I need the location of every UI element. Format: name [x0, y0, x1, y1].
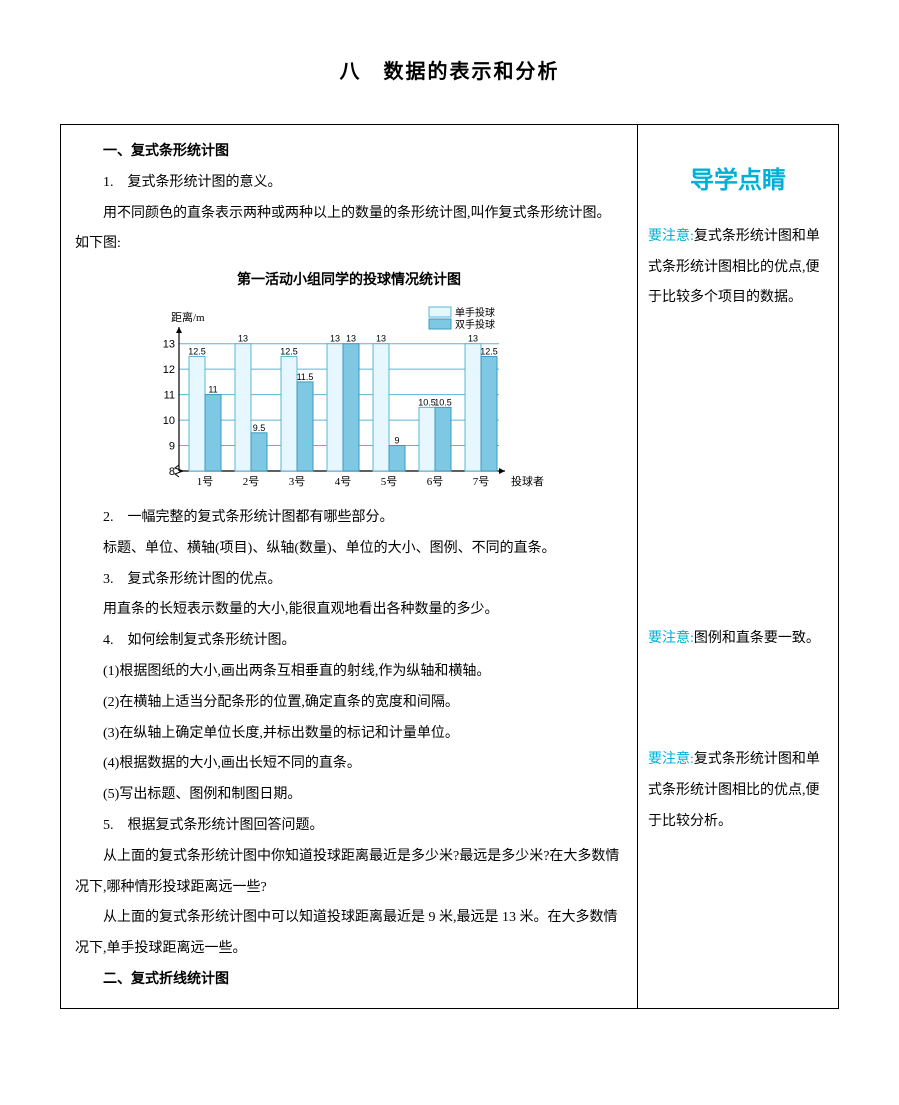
svg-text:7号: 7号 [473, 475, 490, 488]
para-1: 1. 复式条形统计图的意义。 [75, 168, 623, 199]
heading-2: 二、复式折线统计图 [75, 965, 623, 996]
para-9: (2)在横轴上适当分配条形的位置,确定直条的宽度和间隔。 [75, 688, 623, 719]
side-note-3: 要注意:复式条形统计图和单式条形统计图相比的优点,便于比较分析。 [648, 745, 828, 837]
side-note-1: 要注意:复式条形统计图和单式条形统计图相比的优点,便于比较多个项目的数据。 [648, 222, 828, 314]
svg-text:3号: 3号 [289, 475, 306, 488]
svg-text:双手投球: 双手投球 [455, 318, 495, 331]
page-title: 八 数据的表示和分析 [60, 50, 839, 94]
para-7: 4. 如何绘制复式条形统计图。 [75, 626, 623, 657]
svg-text:11: 11 [208, 385, 217, 395]
svg-text:12: 12 [163, 364, 175, 376]
svg-text:9: 9 [169, 441, 175, 453]
heading-1: 一、复式条形统计图 [75, 137, 623, 168]
svg-text:13: 13 [376, 334, 386, 344]
svg-text:5号: 5号 [381, 475, 398, 488]
svg-text:10.5: 10.5 [418, 397, 436, 407]
side-column: 导学点睛 要注意:复式条形统计图和单式条形统计图相比的优点,便于比较多个项目的数… [638, 125, 838, 1008]
svg-text:13: 13 [346, 334, 356, 344]
para-3: 2. 一幅完整的复式条形统计图都有哪些部分。 [75, 503, 623, 534]
svg-text:12.5: 12.5 [480, 346, 498, 356]
para-13: 5. 根据复式条形统计图回答问题。 [75, 811, 623, 842]
bar-chart: 8 9 10 11 12 13 距离/m 12.5 11 1号 13 9.5 2号 12.5 11.5 3号 1… [139, 303, 559, 493]
para-8: (1)根据图纸的大小,画出两条互相垂直的射线,作为纵轴和横轴。 [75, 657, 623, 688]
svg-text:11.5: 11.5 [297, 372, 314, 382]
svg-text:单手投球: 单手投球 [455, 306, 495, 319]
spacer-1 [648, 314, 828, 624]
para-2: 用不同颜色的直条表示两种或两种以上的数量的条形统计图,叫作复式条形统计图。如下图… [75, 199, 623, 261]
para-15: 从上面的复式条形统计图中可以知道投球距离最近是 9 米,最远是 13 米。在大多… [75, 903, 623, 965]
svg-text:13: 13 [163, 339, 175, 351]
svg-text:2号: 2号 [243, 475, 260, 488]
svg-text:6号: 6号 [427, 475, 444, 488]
side-note-1-hl: 要注意: [648, 229, 694, 244]
side-note-2-body: 图例和直条要一致。 [694, 631, 820, 646]
side-title: 导学点睛 [648, 155, 828, 208]
para-5: 3. 复式条形统计图的优点。 [75, 565, 623, 596]
svg-text:10: 10 [163, 415, 175, 427]
svg-text:距离/m: 距离/m [171, 310, 205, 324]
main-column: 一、复式条形统计图 1. 复式条形统计图的意义。 用不同颜色的直条表示两种或两种… [61, 125, 638, 1008]
para-4: 标题、单位、横轴(项目)、纵轴(数量)、单位的大小、图例、不同的直条。 [75, 534, 623, 565]
svg-text:13: 13 [238, 334, 248, 344]
side-note-3-hl: 要注意: [648, 752, 694, 767]
content-frame: 一、复式条形统计图 1. 复式条形统计图的意义。 用不同颜色的直条表示两种或两种… [60, 124, 839, 1009]
svg-text:9.5: 9.5 [253, 423, 266, 433]
para-12: (5)写出标题、图例和制图日期。 [75, 780, 623, 811]
svg-text:11: 11 [164, 390, 175, 402]
svg-text:10.5: 10.5 [434, 397, 452, 407]
chart-title: 第一活动小组同学的投球情况统计图 [139, 266, 559, 297]
para-10: (3)在纵轴上确定单位长度,并标出数量的标记和计量单位。 [75, 719, 623, 750]
side-note-2: 要注意:图例和直条要一致。 [648, 624, 828, 655]
svg-text:8: 8 [169, 466, 175, 478]
para-14: 从上面的复式条形统计图中你知道投球距离最近是多少米?最远是多少米?在大多数情况下… [75, 842, 623, 904]
side-note-2-hl: 要注意: [648, 631, 694, 646]
para-11: (4)根据数据的大小,画出长短不同的直条。 [75, 749, 623, 780]
svg-text:投球者: 投球者 [511, 474, 544, 488]
svg-text:12.5: 12.5 [280, 346, 298, 356]
chart-container: 第一活动小组同学的投球情况统计图 8 9 10 11 12 13 距离/m 12.5 11 1号 1… [139, 266, 559, 493]
svg-text:4号: 4号 [335, 475, 352, 488]
svg-text:1号: 1号 [197, 475, 214, 488]
svg-text:13: 13 [330, 334, 340, 344]
svg-text:9: 9 [394, 436, 399, 446]
svg-text:12.5: 12.5 [188, 346, 206, 356]
para-6: 用直条的长短表示数量的大小,能很直观地看出各种数量的多少。 [75, 595, 623, 626]
spacer-2 [648, 655, 828, 745]
svg-text:13: 13 [468, 334, 478, 344]
